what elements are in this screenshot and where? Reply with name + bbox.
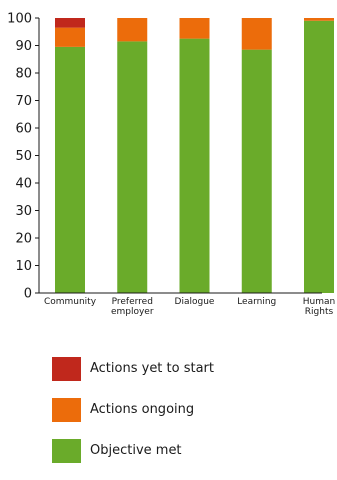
x-tick-label: Dialogue [175, 297, 215, 307]
legend-label: Actions ongoing [90, 402, 195, 417]
bar-segment [179, 38, 210, 294]
bar-segment [117, 41, 148, 294]
legend-swatch [52, 398, 81, 422]
bar-segment [241, 49, 272, 294]
stacked-bar-chart: 0 10 20 30 40 50 60 70 80 90 100 Community Preferred… [7, 12, 335, 318]
y-tick-label: 100 [7, 12, 32, 27]
legend-label: Objective met [90, 443, 182, 458]
legend: Actions yet to start Actions ongoing Objec… [52, 357, 214, 480]
legend-swatch [52, 357, 81, 381]
x-tick-label: Community [44, 297, 97, 307]
x-tick-label-line: employer [111, 307, 154, 317]
bar-segment [241, 18, 272, 50]
y-tick-label: 40 [15, 177, 32, 192]
y-tick-label: 90 [15, 39, 32, 54]
y-tick-label: 60 [15, 122, 32, 137]
legend-item: Objective met [52, 439, 214, 463]
y-tick-label: 30 [15, 204, 32, 219]
bar-segment [304, 18, 334, 21]
bar-segment [179, 18, 210, 39]
bar-segment [55, 18, 85, 28]
x-tick-label: Human Rights [303, 297, 335, 317]
legend-item: Actions ongoing [52, 398, 214, 422]
x-tick-label-line: Learning [237, 297, 276, 307]
y-tick-label: 20 [15, 232, 32, 247]
y-tick-label: 10 [15, 259, 32, 274]
y-tick-label: 80 [15, 67, 32, 82]
y-tick-label: 50 [15, 149, 32, 164]
y-tick-label: 70 [15, 94, 32, 109]
x-tick-label: Learning [237, 297, 276, 307]
x-tick-label-line: Preferred [112, 297, 153, 307]
x-tick-label: Preferred employer [111, 297, 154, 317]
y-tick-label: 0 [24, 287, 32, 302]
bar-segment [55, 27, 85, 47]
x-tick-label-line: Community [44, 297, 97, 307]
chart: 0 10 20 30 40 50 60 70 80 90 100 Community Preferred… [7, 12, 335, 463]
bar-segment [117, 18, 148, 42]
x-tick-label-line: Dialogue [175, 297, 215, 307]
x-tick-label-line: Human [303, 297, 335, 307]
legend-swatch [52, 439, 81, 463]
bar-segment [55, 46, 85, 294]
bar-segment [304, 20, 334, 293]
x-tick-label-line: Rights [305, 307, 334, 317]
legend-label: Actions yet to start [90, 361, 215, 376]
legend-item: Actions yet to start [52, 357, 214, 381]
